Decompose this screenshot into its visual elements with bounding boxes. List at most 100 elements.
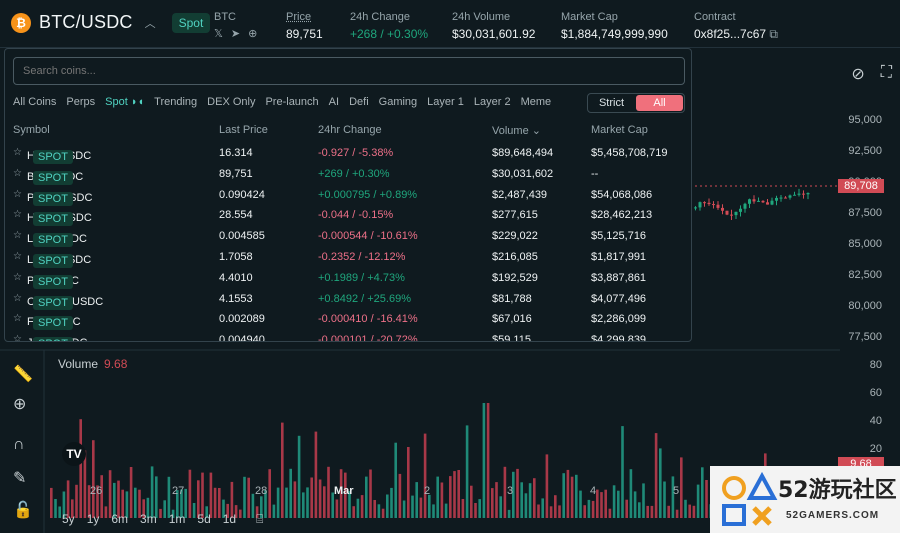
volume-bar <box>222 499 225 518</box>
external-link-icon[interactable]: ⧉ <box>769 27 778 41</box>
tab-layer-1[interactable]: Layer 1 <box>427 96 464 108</box>
pair-selector[interactable]: ₿ BTC/USDC ︿ Spot <box>11 12 211 33</box>
contract-value[interactable]: 0x8f25...7c67 <box>694 27 767 41</box>
x-twitter-icon[interactable]: 𝕏 <box>214 28 223 40</box>
ruler-icon[interactable]: 📏 <box>13 366 33 383</box>
zoom-in-icon[interactable]: ⊕ <box>13 396 27 413</box>
tab-perps[interactable]: Perps <box>66 96 96 108</box>
volume-bar <box>474 503 477 518</box>
table-row[interactable]: ☆HYPE/USDCSPOT16.314-0.927 / -5.38%$89,6… <box>13 144 685 164</box>
col-last-price[interactable]: Last Price <box>219 124 268 136</box>
star-icon[interactable]: ☆ <box>13 167 22 179</box>
volume-bar <box>87 485 91 518</box>
table-row[interactable]: ☆JEFF/USDCSPOT0.004940-0.000101 / -20.72… <box>13 331 685 342</box>
tab-layer-2[interactable]: Layer 2 <box>473 96 511 108</box>
change-24h: +0.000795 / +0.89% <box>318 188 418 201</box>
tab-defi[interactable]: Defi <box>349 96 369 108</box>
magnet-icon[interactable]: ∩ <box>13 436 25 453</box>
price-chart[interactable] <box>0 48 840 533</box>
star-icon[interactable]: ☆ <box>13 147 22 158</box>
globe-icon[interactable]: ⊕ <box>248 28 258 40</box>
star-icon[interactable]: ☆ <box>13 209 22 221</box>
table-row[interactable]: ☆LQNA/USDCSPOT1.7058-0.2352 / -12.12%$21… <box>13 248 685 268</box>
spot-badge: SPOT <box>33 254 73 268</box>
volume-bar <box>621 426 624 518</box>
table-row[interactable]: ☆PIP/USDCSPOT4.4010+0.1989 / +4.73%$192,… <box>13 269 685 289</box>
star-icon[interactable]: ☆ <box>13 271 22 283</box>
volume-bar <box>491 488 494 518</box>
tab-gaming[interactable]: Gaming <box>378 96 418 108</box>
fullscreen-icon[interactable]: ⛶ <box>880 64 892 81</box>
star-icon[interactable]: ☆ <box>13 188 22 200</box>
x-tick-label: 27 <box>172 485 185 497</box>
volume-bar <box>360 495 364 518</box>
volume: $59,115 <box>492 334 531 342</box>
pencil-lock-icon[interactable]: ✎ <box>13 470 27 487</box>
toggle-strict[interactable]: Strict <box>598 97 625 109</box>
table-row[interactable]: ☆BTC/USDCSPOT89,751+269 / +0.30%$30,031,… <box>13 165 685 185</box>
candle-body <box>784 197 787 199</box>
lock-icon[interactable]: 🔓 <box>13 502 33 519</box>
star-icon[interactable]: ☆ <box>13 313 22 325</box>
chevron-up-icon[interactable]: ︿ <box>144 17 156 30</box>
volume-bar <box>596 489 599 518</box>
timeframe-1y[interactable]: 1y <box>86 512 100 526</box>
star-icon[interactable]: ☆ <box>13 292 22 304</box>
table-row[interactable]: ☆PURR/USDCSPOT0.090424+0.000795 / +0.89%… <box>13 186 685 206</box>
last-price-tag: 89,708 <box>838 179 884 193</box>
timeframe-5y[interactable]: 5y <box>62 512 75 526</box>
change-24h: -0.000544 / -10.61% <box>318 230 418 243</box>
tab-meme[interactable]: Meme <box>520 96 552 108</box>
tab-spot[interactable]: Spot ◗◖ <box>105 96 144 108</box>
market-cap: $54,068,086 <box>591 188 653 201</box>
volume-bar <box>415 482 418 518</box>
timeframe-6m[interactable]: 6m <box>111 512 129 526</box>
search-coins-input[interactable] <box>13 57 685 85</box>
last-price: 0.002089 <box>219 313 265 326</box>
timeframe-1m[interactable]: 1m <box>168 512 186 526</box>
col-24h-change[interactable]: 24hr Change <box>318 124 382 136</box>
tab-pre-launch[interactable]: Pre-launch <box>265 96 319 108</box>
tab-all-coins[interactable]: All Coins <box>13 96 57 108</box>
volume-bar <box>562 473 565 518</box>
volume: $229,022 <box>492 230 538 243</box>
tradingview-logo[interactable]: TV <box>62 442 86 466</box>
timeframe-5d[interactable]: 5d <box>197 512 211 526</box>
star-icon[interactable]: ☆ <box>13 334 22 342</box>
tab-dex-only[interactable]: DEX Only <box>207 96 256 108</box>
telegram-icon[interactable]: ➤ <box>230 28 241 40</box>
tab-ai[interactable]: AI <box>328 96 340 108</box>
mcap-stat: Market Cap $1,884,749,999,990 <box>561 11 668 41</box>
volume-bar <box>516 468 519 518</box>
volume-bar <box>318 479 322 518</box>
volume-bar <box>306 487 309 518</box>
col-market-cap[interactable]: Market Cap <box>591 124 648 136</box>
volume-bar <box>352 506 355 518</box>
table-row[interactable]: ☆FLY/USDCSPOT0.002089-0.000410 / -16.41%… <box>13 310 685 331</box>
table-row[interactable]: ☆HFUN/USDCSPOT28.554-0.044 / -0.15%$277,… <box>13 206 685 227</box>
volume-bar <box>461 499 465 518</box>
timeframe-1d[interactable]: 1d <box>222 512 237 526</box>
indicator-icon[interactable]: ⊘ <box>851 66 865 83</box>
contract-stat: Contract 0x8f25...7c67 ⧉ <box>694 11 778 42</box>
strict-all-toggle[interactable]: Strict All <box>587 93 685 113</box>
star-icon[interactable]: ☆ <box>13 230 22 242</box>
change-24h: -0.000101 / -20.72% <box>318 334 418 342</box>
table-row[interactable]: ☆LIQD/USDCSPOT0.004585-0.000544 / -10.61… <box>13 227 685 248</box>
volume-bar <box>503 466 507 518</box>
date-range-icon[interactable]: ⌸ <box>256 512 264 526</box>
timeframe-3m[interactable]: 3m <box>140 512 157 526</box>
table-row[interactable]: ☆CATBAL/USDCSPOT4.1553+0.8492 / +25.69%$… <box>13 290 685 310</box>
tab-trending[interactable]: Trending <box>154 96 198 108</box>
toggle-all[interactable]: All <box>636 95 683 111</box>
star-icon[interactable]: ☆ <box>13 251 22 262</box>
market-cap: $28,462,213 <box>591 209 653 222</box>
volume-bar <box>524 493 528 518</box>
volume-bar <box>167 476 171 518</box>
col-volume[interactable]: Volume ⌄ <box>492 125 541 137</box>
col-symbol[interactable]: Symbol <box>13 124 50 136</box>
volume-bar <box>537 504 540 518</box>
volume: $67,016 <box>492 313 532 326</box>
volume-bar <box>453 471 456 518</box>
volume-bar <box>549 506 553 518</box>
